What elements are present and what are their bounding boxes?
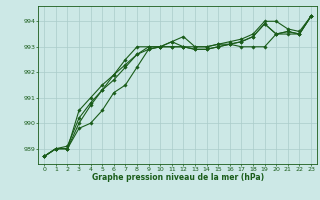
X-axis label: Graphe pression niveau de la mer (hPa): Graphe pression niveau de la mer (hPa) [92, 173, 264, 182]
